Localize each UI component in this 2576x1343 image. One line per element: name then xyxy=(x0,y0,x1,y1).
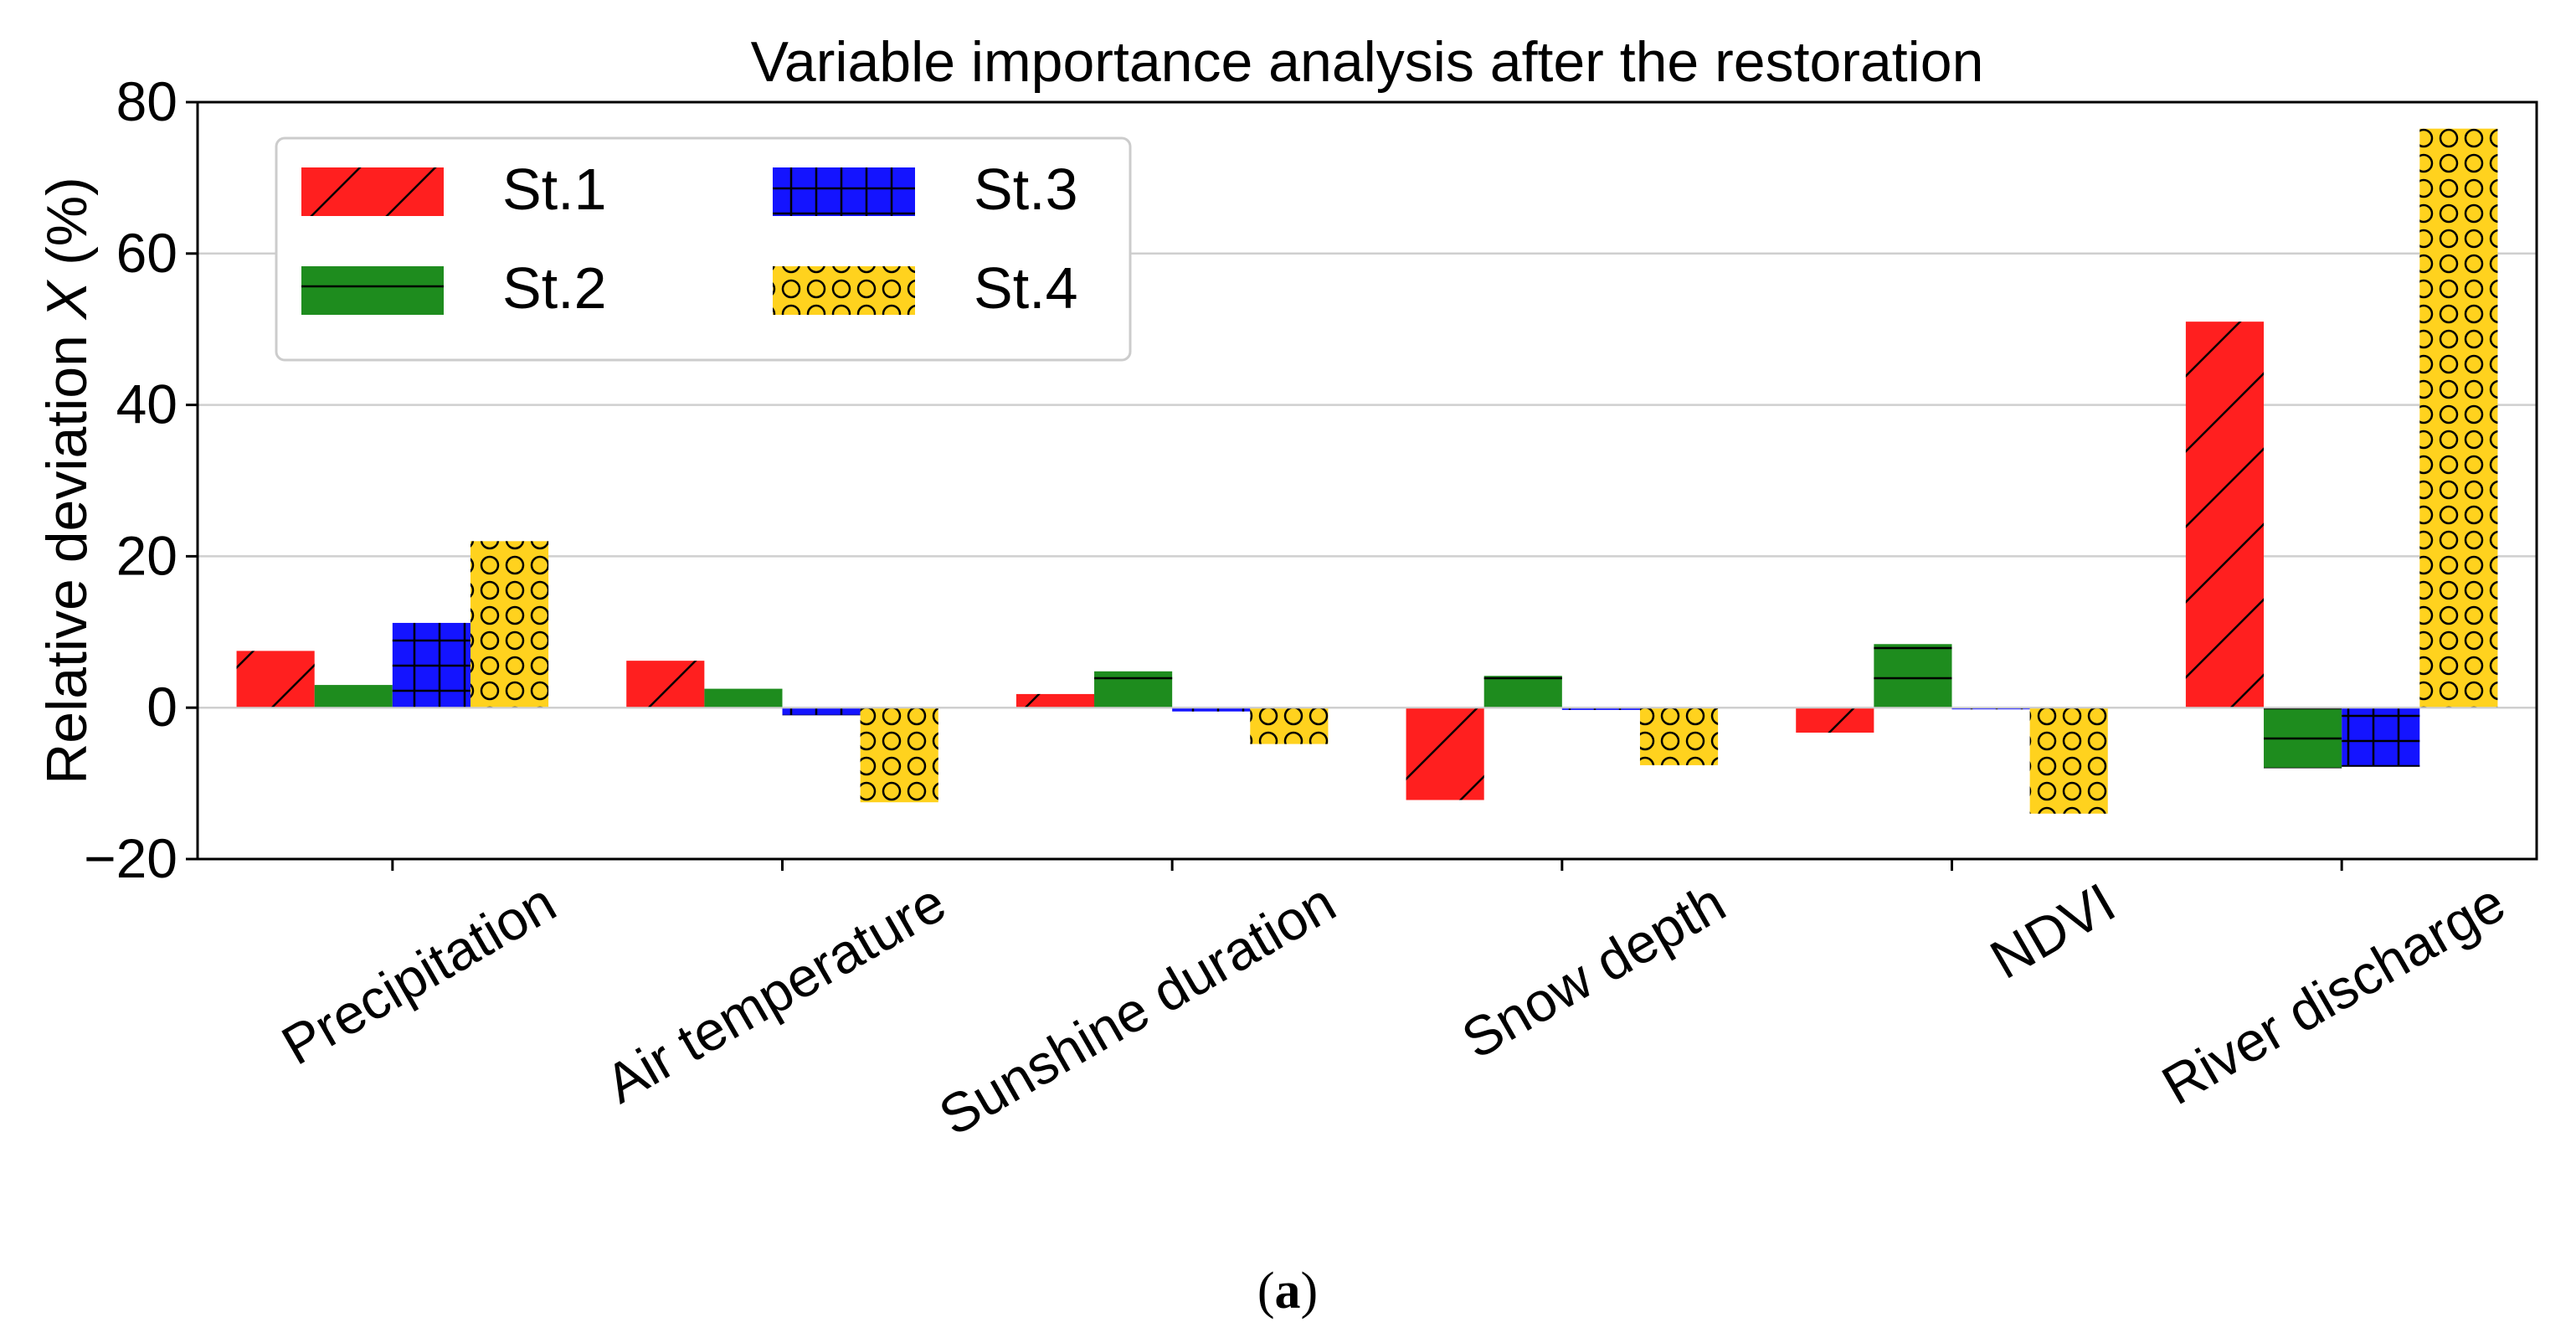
bar-St4-precipitation xyxy=(470,541,549,708)
bar-hatch xyxy=(2185,322,2265,708)
bar-St3-river-discharge xyxy=(2342,708,2420,767)
x-tick-label-5: River discharge xyxy=(2152,871,2515,1116)
bar-hatch xyxy=(626,661,705,708)
bar-St1-ndvi xyxy=(1796,708,1874,733)
bar-hatch xyxy=(2342,708,2420,767)
y-tick-label-5: 80 xyxy=(116,70,177,132)
plot-frame xyxy=(196,100,2538,861)
bar-St1-river-discharge xyxy=(2185,322,2265,708)
bar-St3-air-temperature xyxy=(782,708,861,716)
legend-swatch-hatch xyxy=(301,167,444,216)
bar-St4-air-temperature xyxy=(860,708,938,803)
y-axis-label: Relative deviation X (%) xyxy=(35,177,99,785)
y-axis-label-variable: X xyxy=(35,279,99,321)
legend-entry-St4: St.4 xyxy=(773,255,1078,321)
y-tick-label-2: 20 xyxy=(116,524,177,586)
y-axis-label-prefix: Relative deviation xyxy=(35,319,99,785)
bar-St2-precipitation xyxy=(314,685,393,708)
bar-hatch xyxy=(1639,708,1719,765)
y-tick-label-4: 60 xyxy=(116,222,177,284)
caption-close: ) xyxy=(1301,1263,1319,1320)
bar-hatch xyxy=(1561,708,1640,710)
bar-St1-snow-depth xyxy=(1406,708,1484,800)
bar-St2-river-discharge xyxy=(2264,708,2342,769)
x-tick-label-1: Air temperature xyxy=(595,871,956,1115)
y-tick-label-0: −20 xyxy=(84,827,177,889)
legend-entry-St3: St.3 xyxy=(773,157,1078,222)
bar-hatch xyxy=(1796,708,1874,733)
bars xyxy=(198,128,2537,814)
bar-St2-ndvi xyxy=(1874,644,1952,708)
legend-label: St.2 xyxy=(502,255,607,321)
legend-swatch-hatch xyxy=(773,266,915,315)
legend-frame xyxy=(275,136,1132,362)
bar-hatch xyxy=(470,541,549,708)
y-tick-label-1: 0 xyxy=(147,676,177,738)
bar-St2-air-temperature xyxy=(704,688,783,708)
x-tick-label-0: Precipitation xyxy=(271,871,566,1077)
y-tick-label-3: 40 xyxy=(116,373,177,435)
caption-letter: a xyxy=(1275,1263,1301,1320)
bar-hatch xyxy=(314,685,393,708)
bar-hatch xyxy=(704,688,783,708)
caption-open: ( xyxy=(1257,1263,1275,1320)
legend-entry-St1: St.1 xyxy=(301,157,607,222)
bar-hatch xyxy=(1172,708,1251,712)
legend: St.1 St.2 St.3 St.4 xyxy=(275,136,1132,362)
bar-hatch xyxy=(1483,676,1562,708)
bar-hatch xyxy=(2419,128,2498,708)
bar-St4-snow-depth xyxy=(1639,708,1719,765)
bar-St1-precipitation xyxy=(236,651,315,708)
bar-St1-sunshine-duration xyxy=(1015,693,1095,708)
legend-swatch-hatch xyxy=(301,266,444,315)
bar-St4-ndvi xyxy=(2029,708,2108,814)
bar-hatch xyxy=(392,622,470,708)
bar-St3-precipitation xyxy=(392,622,470,708)
legend-label: St.3 xyxy=(974,157,1078,222)
bar-hatch xyxy=(1406,708,1484,800)
bar-St1-air-temperature xyxy=(626,661,705,708)
bar-hatch xyxy=(1094,671,1173,708)
bar-hatch xyxy=(782,708,861,716)
bar-St3-snow-depth xyxy=(1561,708,1640,710)
bar-hatch xyxy=(2029,708,2108,814)
bar-St2-snow-depth xyxy=(1483,676,1562,708)
bar-St2-sunshine-duration xyxy=(1094,671,1173,708)
legend-label: St.4 xyxy=(974,255,1078,321)
bar-hatch xyxy=(1874,644,1952,708)
y-axis-label-suffix: (%) xyxy=(35,177,99,281)
bar-hatch xyxy=(1250,708,1329,744)
bar-hatch xyxy=(236,651,315,708)
bar-hatch xyxy=(1015,693,1095,708)
chart-title: Variable importance analysis after the r… xyxy=(751,30,1984,94)
x-tick-label-2: Sunshine duration xyxy=(928,871,1345,1147)
x-tick-label-4: NDVI xyxy=(1980,871,2126,991)
bar-hatch xyxy=(860,708,938,803)
bar-St4-sunshine-duration xyxy=(1250,708,1329,744)
y-axis-ticks: −20 0 20 40 60 80 xyxy=(84,70,198,889)
bar-St3-sunshine-duration xyxy=(1172,708,1251,712)
figure-caption: (a) xyxy=(1257,1263,1318,1320)
legend-entry-St2: St.2 xyxy=(301,255,607,321)
legend-label: St.1 xyxy=(502,157,607,222)
legend-swatch-hatch xyxy=(773,167,915,216)
x-tick-label-3: Snow depth xyxy=(1452,871,1735,1070)
bar-hatch xyxy=(2264,708,2342,769)
bar-St4-river-discharge xyxy=(2419,128,2498,708)
